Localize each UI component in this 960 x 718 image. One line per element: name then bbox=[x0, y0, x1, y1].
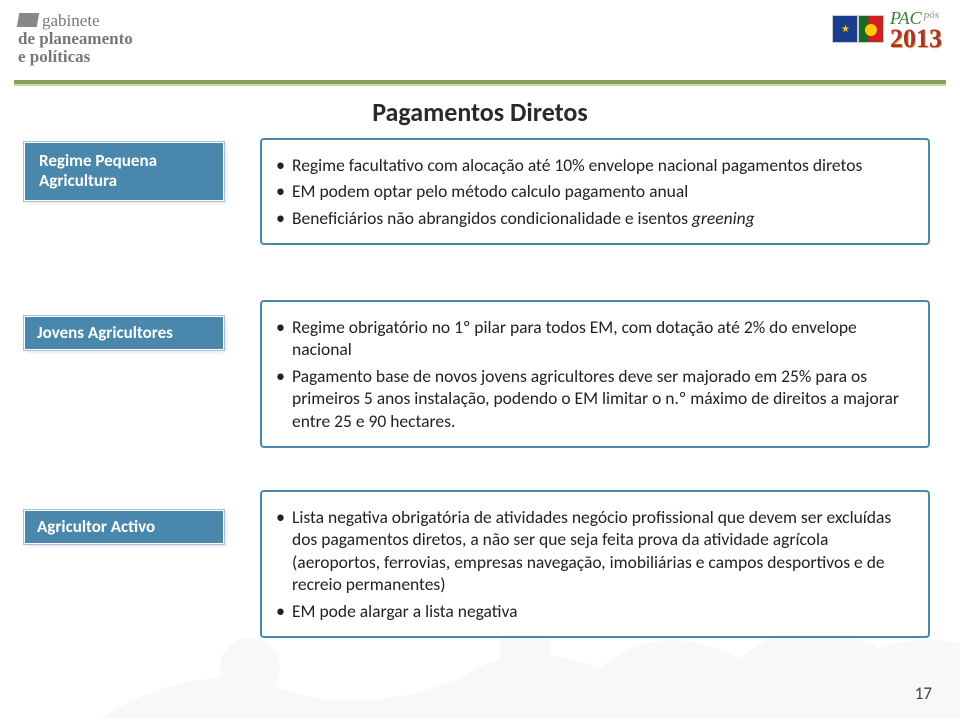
section-label-agricultor-activo: Agricultor Activo bbox=[24, 510, 224, 544]
section-box-regime-pequena: Regime facultativo com alocação até 10% … bbox=[260, 138, 930, 245]
bullet-item: Regime facultativo com alocação até 10% … bbox=[272, 154, 910, 176]
section-label-regime-pequena: Regime PequenaAgricultura bbox=[24, 142, 224, 201]
section-label-jovens: Jovens Agricultores bbox=[24, 316, 224, 350]
eu-flag-icon bbox=[832, 15, 858, 43]
pac-logo: PACpós 2013 bbox=[832, 8, 942, 50]
bullet-item: EM podem optar pelo método calculo pagam… bbox=[272, 180, 910, 202]
bullet-item: Lista negativa obrigatória de atividades… bbox=[272, 506, 910, 596]
bullet-item: Beneficiários não abrangidos condicional… bbox=[272, 207, 910, 229]
cube-icon bbox=[17, 13, 39, 27]
bullet-item: Regime obrigatório no 1º pilar para todo… bbox=[272, 316, 910, 361]
section-box-jovens: Regime obrigatório no 1º pilar para todo… bbox=[260, 300, 930, 448]
page-number: 17 bbox=[915, 683, 932, 704]
section-box-agricultor-activo: Lista negativa obrigatória de atividades… bbox=[260, 490, 930, 638]
header-divider bbox=[14, 80, 946, 84]
slide-title: Pagamentos Diretos bbox=[0, 96, 960, 128]
pt-flag-icon bbox=[858, 15, 884, 43]
gpp-logo: gabinete de planeamento e políticas bbox=[18, 12, 133, 66]
bullet-item: EM pode alargar a lista negativa bbox=[272, 600, 910, 622]
bullet-item: Pagamento base de novos jovens agriculto… bbox=[272, 365, 910, 432]
